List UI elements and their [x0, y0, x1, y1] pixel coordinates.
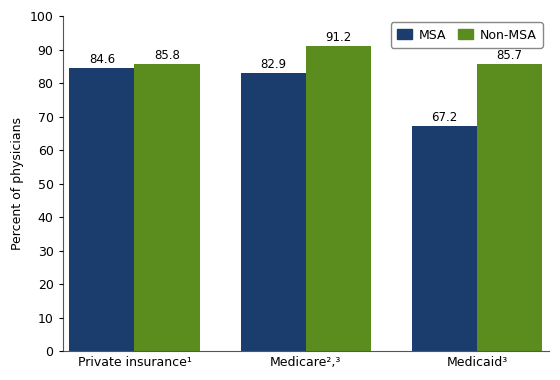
Text: 91.2: 91.2 [325, 30, 351, 44]
Bar [477, 64, 542, 351]
Y-axis label: Percent of physicians: Percent of physicians [11, 117, 24, 250]
Text: 82.9: 82.9 [260, 59, 286, 71]
Bar [134, 64, 199, 351]
Bar [241, 73, 306, 351]
Legend: MSA, Non-MSA: MSA, Non-MSA [391, 22, 543, 48]
Text: 85.7: 85.7 [497, 49, 522, 62]
Bar [69, 68, 134, 351]
Text: 84.6: 84.6 [89, 53, 115, 66]
Text: 85.8: 85.8 [154, 49, 180, 62]
Bar [412, 126, 477, 351]
Bar [306, 46, 371, 351]
Text: 67.2: 67.2 [431, 111, 458, 124]
